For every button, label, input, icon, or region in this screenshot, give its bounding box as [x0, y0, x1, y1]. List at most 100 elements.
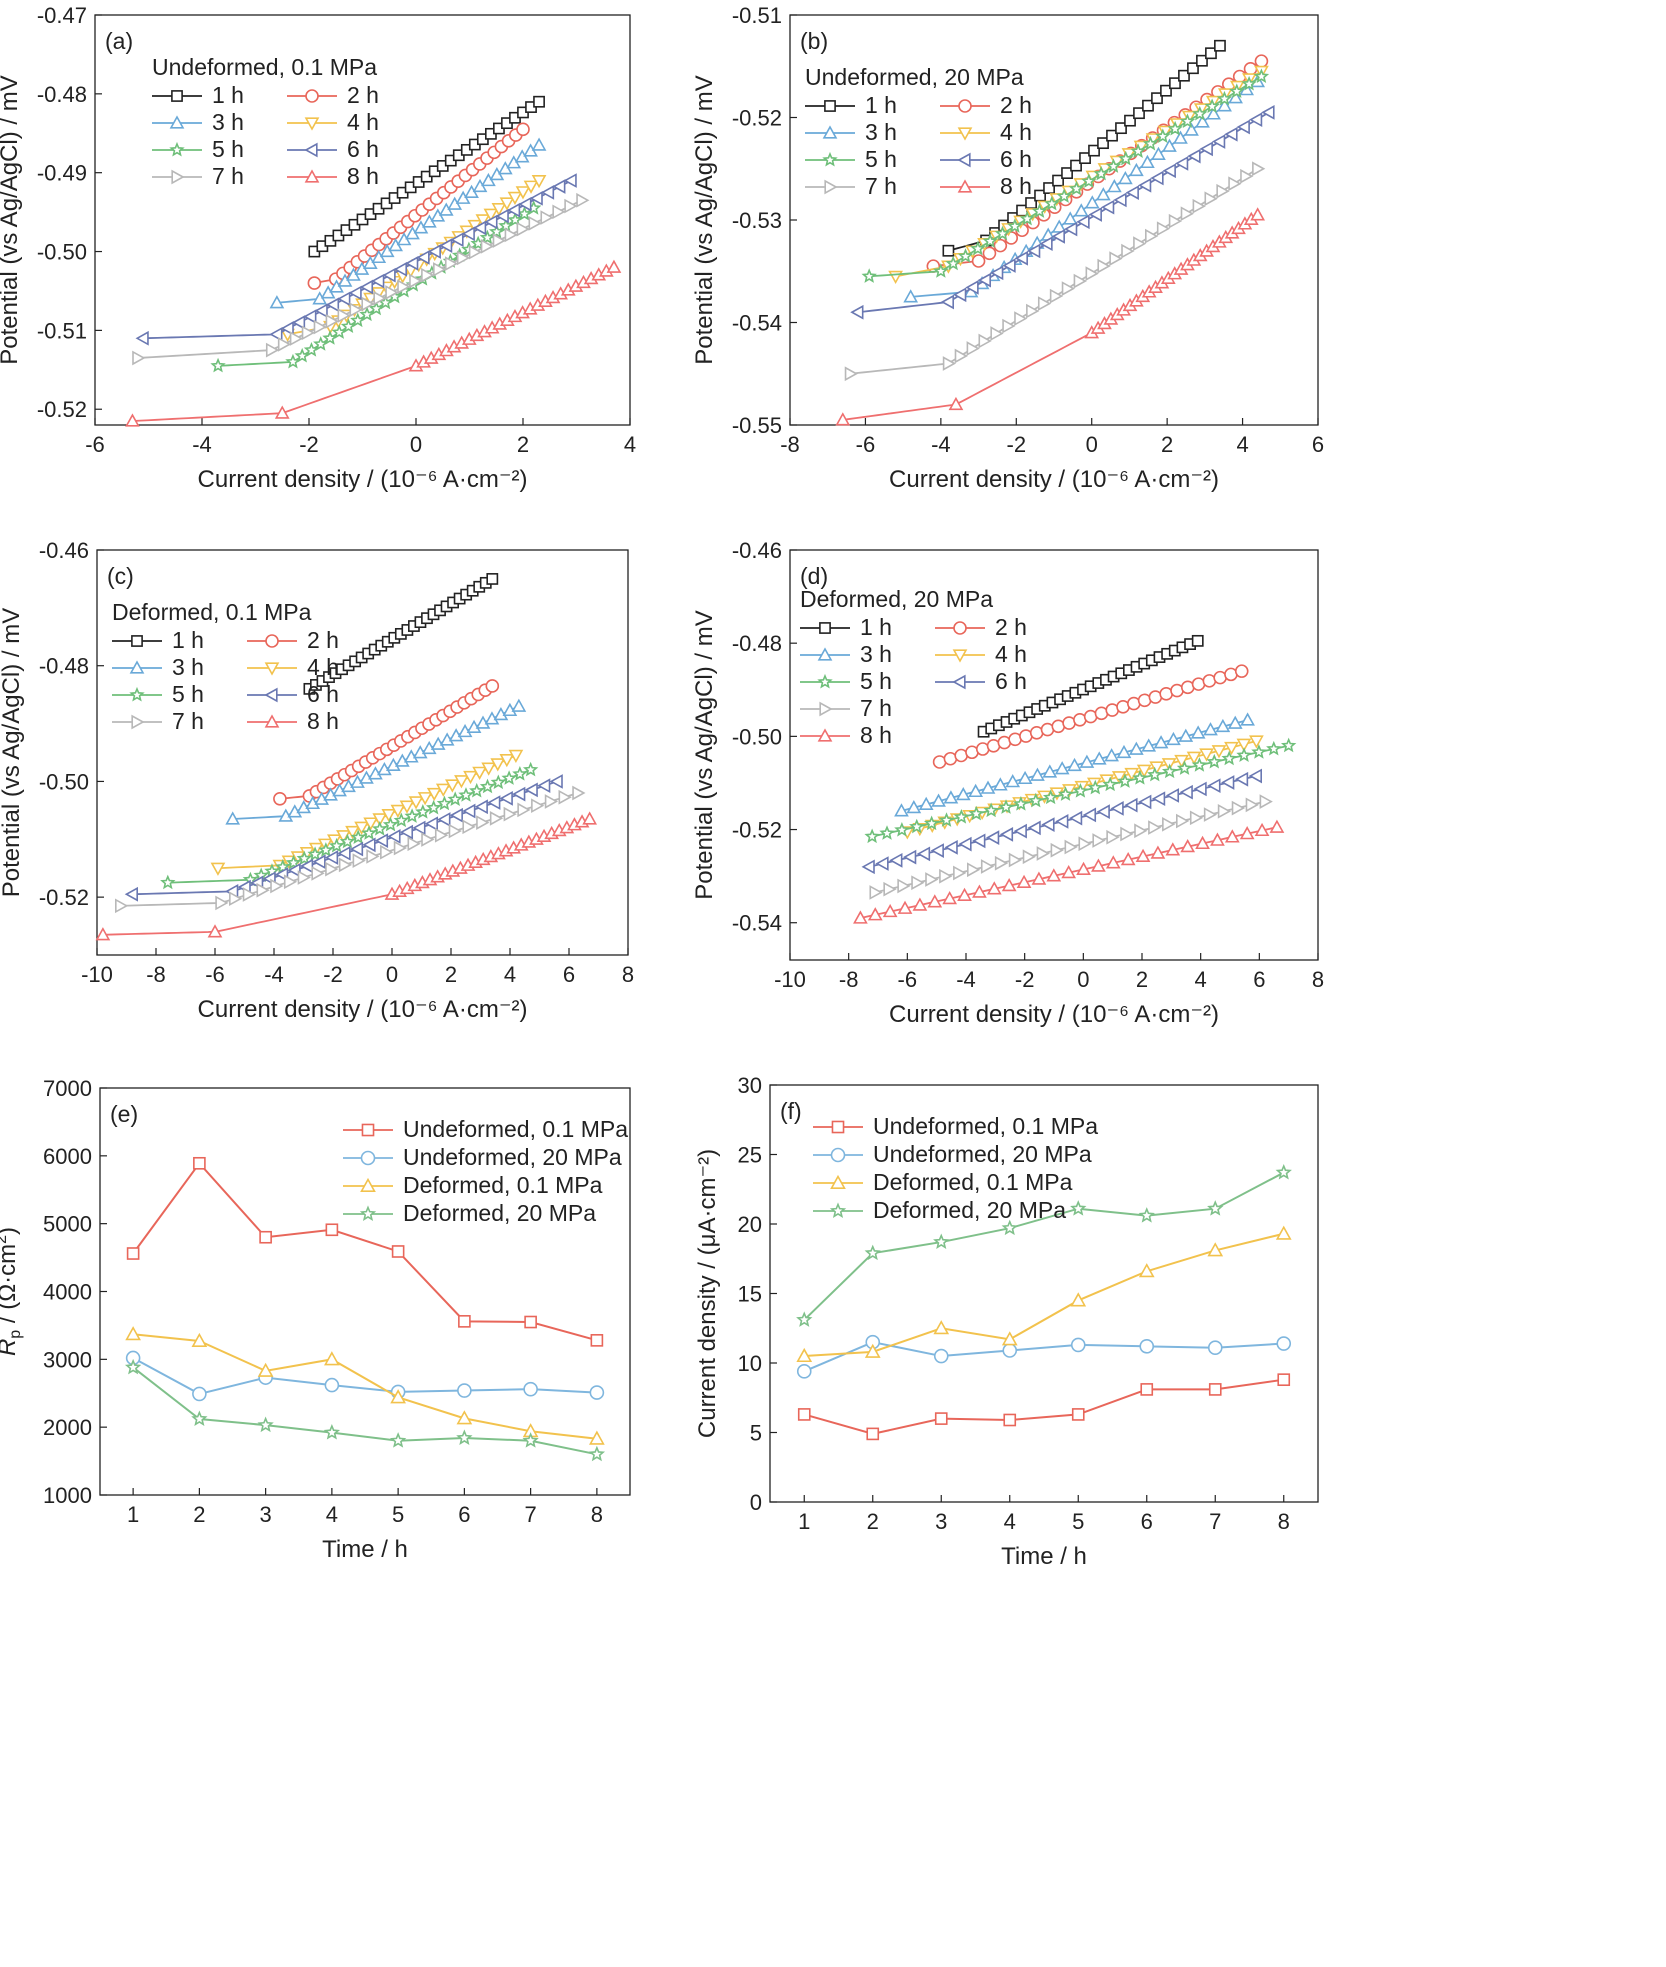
x-tick-label: -6 — [85, 432, 105, 457]
data-point — [1280, 737, 1297, 753]
data-point — [124, 1358, 142, 1375]
data-point — [372, 820, 388, 836]
data-point — [894, 803, 909, 817]
data-point — [476, 815, 490, 830]
data-point — [1039, 236, 1053, 252]
x-tick-label: 6 — [458, 1502, 470, 1527]
data-point — [1110, 801, 1124, 816]
legend-entry-undeformed-0-1-mpa: Undeformed, 0.1 MPa — [813, 1113, 1098, 1139]
data-point — [512, 766, 528, 781]
data-point — [864, 828, 880, 844]
series-2-h — [932, 664, 1249, 769]
data-point — [433, 262, 447, 277]
data-point — [1096, 804, 1110, 820]
data-point — [511, 698, 527, 712]
data-point — [516, 221, 530, 237]
data-point — [531, 174, 547, 189]
data-point — [1277, 1373, 1291, 1387]
legend-title: Undeformed, 20 MPa — [805, 64, 1024, 90]
data-point — [1179, 113, 1196, 128]
series-6-h — [850, 105, 1275, 320]
legend-label: Deformed, 20 MPa — [873, 1197, 1066, 1223]
legend-entry-4-h: 4 h — [247, 654, 339, 680]
data-point — [589, 1430, 605, 1445]
data-point — [1191, 634, 1204, 647]
chart-panel-e: 1 2 3 4 5 6 7 8 1000 2000 3000 4000 5000 6000 7000 Time… — [0, 1076, 631, 1563]
data-point — [314, 303, 328, 319]
data-point — [458, 787, 474, 802]
data-point — [307, 276, 322, 290]
data-point — [125, 1326, 141, 1341]
panel-tag: (e) — [110, 1101, 138, 1127]
data-point — [853, 910, 868, 924]
data-point — [95, 927, 111, 941]
data-point — [1082, 807, 1097, 823]
data-point — [1070, 159, 1082, 172]
data-point — [1153, 735, 1169, 749]
data-point — [1136, 764, 1152, 778]
x-tick-label: -6 — [856, 432, 876, 457]
legend-marker — [304, 169, 320, 183]
legend-marker — [817, 647, 833, 661]
x-tick-label: 6 — [1312, 432, 1324, 457]
data-point — [1214, 39, 1226, 52]
data-point — [450, 232, 464, 248]
data-point — [1105, 158, 1122, 173]
x-tick-label: 1 — [127, 1502, 139, 1527]
legend-label: Deformed, 20 MPa — [403, 1200, 596, 1226]
data-point — [1101, 199, 1115, 215]
data-point — [933, 263, 949, 278]
data-point — [425, 799, 442, 815]
legend-label: 7 h — [172, 708, 204, 734]
x-tick-label: -2 — [299, 432, 319, 457]
data-point — [540, 185, 555, 200]
chart-panel-d: -10 -8 -6 -4 -2 0 2 4 6 8 -0.54 -0.52 -0.50 -0.48 -0.4… — [691, 538, 1324, 1028]
data-point — [393, 840, 408, 856]
data-point — [972, 884, 987, 898]
x-tick-label: 8 — [622, 962, 634, 987]
data-point — [1088, 207, 1102, 222]
data-point — [456, 1410, 473, 1425]
data-point — [1104, 748, 1119, 762]
data-point — [1192, 105, 1208, 121]
data-point — [588, 1445, 606, 1462]
data-point — [475, 214, 491, 228]
legend-label: 2 h — [307, 627, 339, 653]
data-point — [916, 846, 931, 862]
data-point — [1076, 214, 1090, 230]
data-point — [1266, 740, 1282, 756]
x-tick-label: -4 — [956, 967, 976, 992]
data-point — [373, 290, 387, 306]
data-point — [1036, 846, 1050, 861]
data-point — [1044, 195, 1060, 211]
legend-entry-7-h: 7 h — [805, 173, 897, 199]
series-deformed-20-mpa — [124, 1358, 606, 1462]
data-point — [257, 1362, 274, 1377]
legend-marker — [957, 127, 973, 141]
data-point — [225, 811, 241, 825]
data-point — [361, 296, 375, 312]
data-point — [968, 805, 984, 821]
data-point — [491, 203, 507, 217]
x-tick-label: -4 — [192, 432, 212, 457]
data-point — [362, 837, 376, 853]
y-axis-label: Potential (vs Ag/AgCl) / mV — [0, 608, 25, 897]
data-point — [1176, 760, 1193, 775]
data-point — [350, 312, 366, 328]
x-tick-label: -8 — [146, 962, 166, 987]
data-point — [160, 874, 176, 890]
data-point — [1070, 1200, 1087, 1216]
legend-label: 7 h — [212, 163, 244, 189]
data-point — [444, 256, 459, 272]
series-line — [218, 207, 535, 367]
y-tick-label: -0.52 — [732, 106, 782, 131]
panel-tag: (d) — [800, 563, 828, 589]
data-point — [1160, 84, 1172, 97]
legend-entry-7-h: 7 h — [152, 163, 244, 189]
data-point — [1027, 243, 1041, 259]
data-point — [1179, 784, 1193, 800]
data-point — [516, 122, 530, 137]
data-point — [1147, 766, 1163, 782]
data-point — [861, 268, 877, 283]
